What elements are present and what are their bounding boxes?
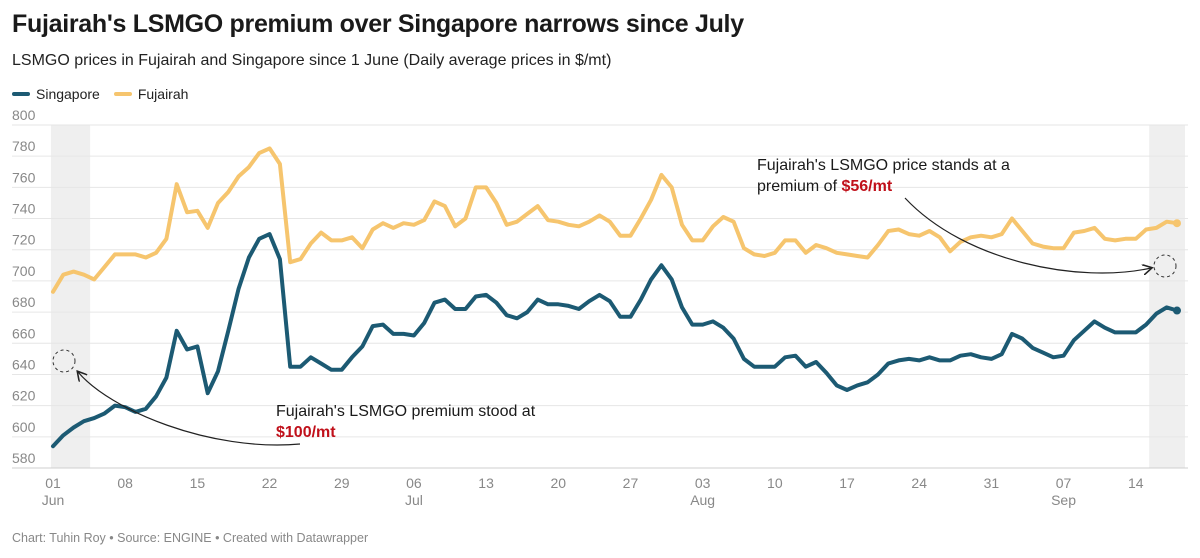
series-endpoint-singapore xyxy=(1173,306,1181,315)
x-tick-label: 10 xyxy=(767,475,783,491)
annotation-start-text: Fujairah's LSMGO premium stood at xyxy=(276,403,536,420)
annotation-start-value: $100/mt xyxy=(276,424,336,441)
legend-label-fujairah: Fujairah xyxy=(137,86,189,102)
x-tick-label: 24 xyxy=(911,475,927,491)
annotation-start: Fujairah's LSMGO premium stood at $100/m… xyxy=(276,401,535,443)
chart-footer: Chart: Tuhin Roy • Source: ENGINE • Crea… xyxy=(12,531,369,545)
start-period-band xyxy=(50,125,91,468)
end-period-band xyxy=(1149,125,1185,468)
y-tick-label: 640 xyxy=(12,356,36,372)
annotation-end-prefix: premium of xyxy=(757,178,842,195)
annotation-start-arrow xyxy=(78,372,301,446)
x-tick-label: 20 xyxy=(550,475,566,491)
annotation-end-text-2: premium of $56/mt xyxy=(757,176,1010,197)
x-tick-label: 29 xyxy=(334,475,350,491)
legend-label-singapore: Singapore xyxy=(36,86,100,102)
y-tick-label: 580 xyxy=(12,450,36,466)
x-tick-month: Jul xyxy=(405,492,423,508)
annotation-end-text-1: Fujairah's LSMGO price stands at a xyxy=(757,157,1010,174)
x-tick-label: 03 xyxy=(695,475,711,491)
y-tick-label: 720 xyxy=(12,232,36,248)
x-tick-label: 22 xyxy=(262,475,278,491)
x-tick-label: 17 xyxy=(839,475,855,491)
annotation-end-value: $56/mt xyxy=(841,178,893,195)
y-tick-label: 700 xyxy=(12,263,36,279)
y-tick-label: 660 xyxy=(12,325,36,341)
x-tick-label: 06 xyxy=(406,475,422,491)
x-tick-label: 08 xyxy=(117,475,133,491)
chart-legend: Singapore Fujairah xyxy=(12,86,188,102)
annotation-end-arrow xyxy=(904,197,1151,273)
series-endpoint-fujairah xyxy=(1173,219,1181,228)
y-tick-label: 780 xyxy=(12,138,36,154)
y-tick-label: 740 xyxy=(12,201,36,217)
series-line-fujairah xyxy=(51,146,1179,294)
y-tick-label: 620 xyxy=(12,388,36,404)
legend-swatch-singapore xyxy=(12,92,30,96)
x-tick-month: Aug xyxy=(690,492,715,508)
y-tick-label: 680 xyxy=(12,294,36,310)
x-tick-label: 27 xyxy=(623,475,639,491)
y-tick-label: 760 xyxy=(12,169,36,185)
y-tick-label: 600 xyxy=(12,419,36,435)
chart-title: Fujairah's LSMGO premium over Singapore … xyxy=(12,10,744,38)
x-tick-label: 14 xyxy=(1128,475,1144,491)
legend-swatch-fujairah xyxy=(113,92,132,96)
x-tick-month: Sep xyxy=(1051,492,1076,508)
annotation-start-marker xyxy=(52,349,76,373)
x-tick-label: 31 xyxy=(984,475,1000,491)
x-tick-label: 07 xyxy=(1056,475,1072,491)
x-tick-label: 01 xyxy=(45,475,61,491)
x-tick-month: Jun xyxy=(42,492,65,508)
x-tick-label: 13 xyxy=(478,475,494,491)
x-tick-label: 15 xyxy=(190,475,206,491)
legend-item-singapore: Singapore xyxy=(12,86,100,102)
y-tick-label: 800 xyxy=(12,107,36,123)
legend-item-fujairah: Fujairah xyxy=(113,86,189,102)
chart-subtitle: LSMGO prices in Fujairah and Singapore s… xyxy=(12,52,612,69)
annotation-end-marker xyxy=(1153,254,1177,278)
annotation-end: Fujairah's LSMGO price stands at a premi… xyxy=(757,155,1010,197)
series-line-singapore xyxy=(51,232,1179,449)
